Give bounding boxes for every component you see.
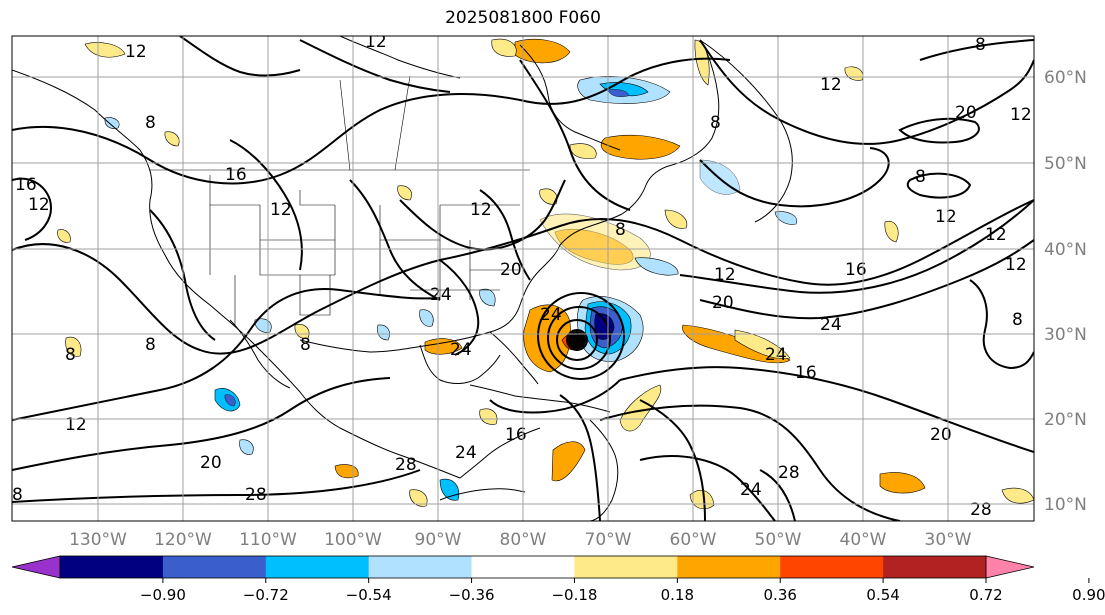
contour-label: 24 — [740, 480, 762, 500]
contour-label: 12 — [125, 42, 147, 62]
contour-label: 8 — [915, 167, 926, 187]
contour-label: 8 — [65, 345, 76, 365]
contour-label: 20 — [955, 103, 977, 123]
contour-label: 24 — [430, 285, 452, 305]
contour-label: 16 — [15, 175, 37, 195]
lat-label: 60°N — [1044, 68, 1087, 88]
colorbar-bin — [883, 556, 987, 578]
contour-label: 28 — [970, 500, 992, 520]
map-title: 2025081800 F060 — [445, 8, 601, 28]
contour-label: 24 — [540, 305, 562, 325]
contour-label: 12 — [470, 200, 492, 220]
contour-label: 28 — [245, 485, 267, 505]
colorbar-bin — [677, 556, 781, 578]
contour-label: 16 — [225, 165, 247, 185]
lat-label: 10°N — [1044, 495, 1087, 515]
lat-label: 40°N — [1044, 240, 1087, 260]
coastlines — [12, 36, 793, 521]
contour-label: 8 — [710, 113, 721, 133]
contour-label: 12 — [1010, 105, 1032, 125]
contour-label: 12 — [1005, 255, 1027, 275]
contour-label: 12 — [985, 225, 1007, 245]
contour-label: 28 — [778, 463, 800, 483]
colorbar-outline — [59, 555, 987, 579]
colorbar-tick-label: 0.18 — [661, 586, 694, 604]
colorbar-bin — [471, 556, 575, 578]
storm-center-marker — [568, 331, 586, 349]
colorbar-tick-label: 0.72 — [969, 586, 1002, 604]
contour-label: 12 — [65, 415, 87, 435]
contour-label: 16 — [795, 363, 817, 383]
colorbar: −0.90 −0.72 −0.54 −0.36 −0.18 0.18 0.36 0.54 0.7… — [11, 555, 1105, 604]
lon-label: 130°W — [69, 530, 127, 550]
colorbar-bin — [780, 556, 884, 578]
colorbar-tick-label: −0.18 — [551, 586, 597, 604]
contour-label: 8 — [12, 485, 23, 505]
lon-label: 30°W — [925, 530, 972, 550]
contour-label: 8 — [145, 113, 156, 133]
contour-label: 20 — [500, 260, 522, 280]
colorbar-over-arrow — [985, 555, 1035, 579]
lat-label: 30°N — [1044, 325, 1087, 345]
colorbar-tick-label: 0.36 — [764, 586, 797, 604]
cyclone-contour-rings — [537, 292, 625, 380]
lon-label: 40°W — [840, 530, 887, 550]
colorbar-tick-label: −0.72 — [243, 586, 289, 604]
contour-label: 8 — [615, 220, 626, 240]
lon-label: 50°W — [755, 530, 802, 550]
colorbar-tick-label: −0.90 — [140, 586, 186, 604]
lat-label: 50°N — [1044, 154, 1087, 174]
lat-label: 20°N — [1044, 410, 1087, 430]
contour-label: 24 — [765, 345, 787, 365]
contour-label: 20 — [712, 293, 734, 313]
colorbar-bin — [162, 556, 267, 578]
contour-label: 20 — [200, 453, 222, 473]
contour-label: 20 — [930, 425, 952, 445]
contour-label: 12 — [820, 75, 842, 95]
contour-label: 16 — [845, 260, 867, 280]
colorbar-tick-label: 0.90 — [1072, 586, 1105, 604]
contour-label: 8 — [975, 35, 986, 55]
map-plot-area: 12 12 8 16 16 12 12 8 8 12 20 28 8 24 24… — [12, 32, 1034, 521]
contour-label: 12 — [28, 195, 50, 215]
map-frame — [11, 35, 1035, 522]
lon-label: 110°W — [239, 530, 297, 550]
contour-label: 12 — [714, 265, 736, 285]
colorbar-bin — [574, 556, 678, 578]
contour-label: 12 — [365, 32, 387, 52]
colorbar-bin — [60, 556, 164, 578]
height-contours — [12, 36, 1034, 521]
colorbar-tick-label: 0.54 — [866, 586, 899, 604]
colorbar-tick-label: −0.54 — [346, 586, 392, 604]
lon-label: 80°W — [500, 530, 547, 550]
political-borders — [150, 75, 530, 325]
contour-label: 24 — [820, 315, 842, 335]
colorbar-tick-label: −0.36 — [449, 586, 495, 604]
contour-label: 28 — [395, 455, 417, 475]
contour-label: 8 — [145, 335, 156, 355]
lon-label: 100°W — [324, 530, 382, 550]
contour-label: 8 — [1012, 310, 1023, 330]
lon-label: 90°W — [415, 530, 462, 550]
contour-label: 24 — [450, 340, 472, 360]
lon-label: 70°W — [585, 530, 632, 550]
longitude-labels: 130°W 120°W 110°W 100°W 90°W 80°W 70°W 6… — [69, 530, 972, 550]
colorbar-under-arrow — [11, 555, 61, 579]
colorbar-bin — [265, 556, 370, 578]
latitude-labels: 60°N 50°N 40°N 30°N 20°N 10°N — [1044, 68, 1087, 515]
lon-label: 120°W — [154, 530, 212, 550]
lon-label: 60°W — [670, 530, 717, 550]
contour-label: 16 — [505, 425, 527, 445]
contour-value-labels: 12 12 8 16 16 12 12 8 8 12 20 28 8 24 24… — [12, 32, 1032, 520]
colorbar-bin — [368, 556, 473, 578]
contour-label: 12 — [270, 200, 292, 220]
gridlines — [12, 36, 1034, 521]
contour-label: 24 — [455, 443, 477, 463]
contour-label: 8 — [300, 335, 311, 355]
contour-label: 12 — [935, 207, 957, 227]
